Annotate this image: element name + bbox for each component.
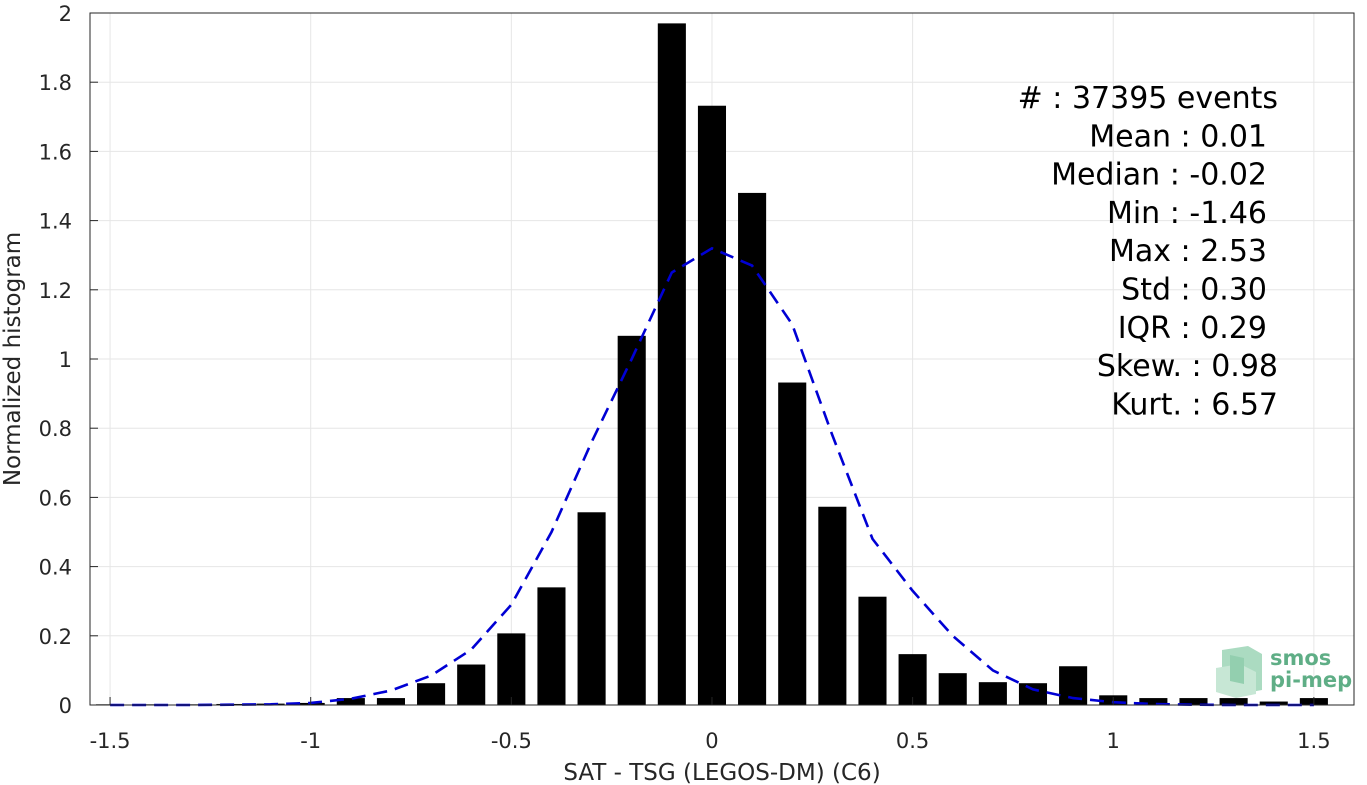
stat-line: Std : 0.30 — [1121, 273, 1267, 308]
stat-line: Kurt. : 6.57 — [1111, 387, 1278, 422]
y-tick-label: 1 — [59, 348, 72, 372]
x-tick-label: 0.5 — [896, 729, 929, 753]
x-tick-label: -0.5 — [491, 729, 532, 753]
histogram-bar — [738, 192, 767, 706]
histogram-bar — [1018, 683, 1048, 705]
histogram-bar — [417, 683, 446, 705]
y-tick-label: 1.4 — [39, 210, 72, 234]
y-tick-label: 0 — [59, 694, 72, 718]
x-axis-ticks: -1.5 -1 -0.5 0 0.5 1 1.5 — [90, 697, 1331, 753]
histogram-bar — [376, 698, 405, 705]
stat-line: IQR : 0.29 — [1118, 311, 1267, 346]
stat-line: # : 37395 events — [1018, 81, 1278, 116]
x-tick-label: 1 — [1107, 729, 1120, 753]
stat-line: Skew. : 0.98 — [1097, 349, 1278, 384]
histogram-bar — [657, 23, 686, 705]
y-tick-label: 1.8 — [39, 71, 72, 95]
histogram-bar — [497, 633, 526, 705]
x-axis-label: SAT - TSG (LEGOS-DM) (C6) — [563, 760, 880, 785]
logo-text-line1: smos — [1270, 646, 1331, 670]
histogram-bar — [457, 664, 486, 705]
histogram-bar — [938, 673, 967, 705]
histogram-bar — [858, 596, 887, 705]
histogram-bar — [1179, 698, 1208, 705]
smos-pimep-logo: smos pi-mep — [1216, 646, 1352, 698]
histogram-bar — [1259, 701, 1288, 705]
y-tick-label: 0.4 — [39, 556, 72, 580]
stat-line: Mean : 0.01 — [1089, 119, 1267, 154]
y-tick-label: 0.6 — [39, 486, 72, 510]
logo-mark-icon — [1216, 646, 1262, 698]
histogram-bar — [336, 698, 365, 705]
stat-line: Median : -0.02 — [1051, 158, 1267, 193]
bars — [96, 23, 1328, 706]
x-tick-label: 1.5 — [1297, 729, 1330, 753]
stat-line: Min : -1.46 — [1107, 196, 1267, 231]
histogram-bar — [898, 654, 927, 705]
x-tick-label: -1.5 — [90, 729, 131, 753]
histogram-bar — [577, 512, 606, 705]
y-tick-label: 0.8 — [39, 417, 72, 441]
histogram-bar — [818, 506, 847, 705]
x-tick-label: -1 — [300, 729, 321, 753]
histogram-bar — [617, 335, 646, 705]
y-axis-label: Normalized histogram — [0, 232, 26, 486]
y-tick-label: 1.6 — [39, 140, 72, 164]
logo-text-line2: pi-mep — [1270, 668, 1352, 692]
histogram-bar — [537, 587, 566, 705]
y-tick-label: 1.2 — [39, 279, 72, 303]
x-tick-label: 0 — [705, 729, 718, 753]
y-axis-ticks: 0 0.2 0.4 0.6 0.8 1 1.2 1.4 1.6 1.8 2 — [39, 2, 98, 718]
stat-line: Max : 2.53 — [1109, 234, 1267, 269]
histogram-bar — [697, 105, 727, 705]
y-tick-label: 0.2 — [39, 625, 72, 649]
histogram-bar — [1219, 698, 1248, 705]
histogram-bar — [978, 682, 1007, 705]
histogram-bar — [1139, 698, 1168, 705]
histogram-bar — [778, 382, 807, 705]
y-tick-label: 2 — [59, 2, 72, 26]
